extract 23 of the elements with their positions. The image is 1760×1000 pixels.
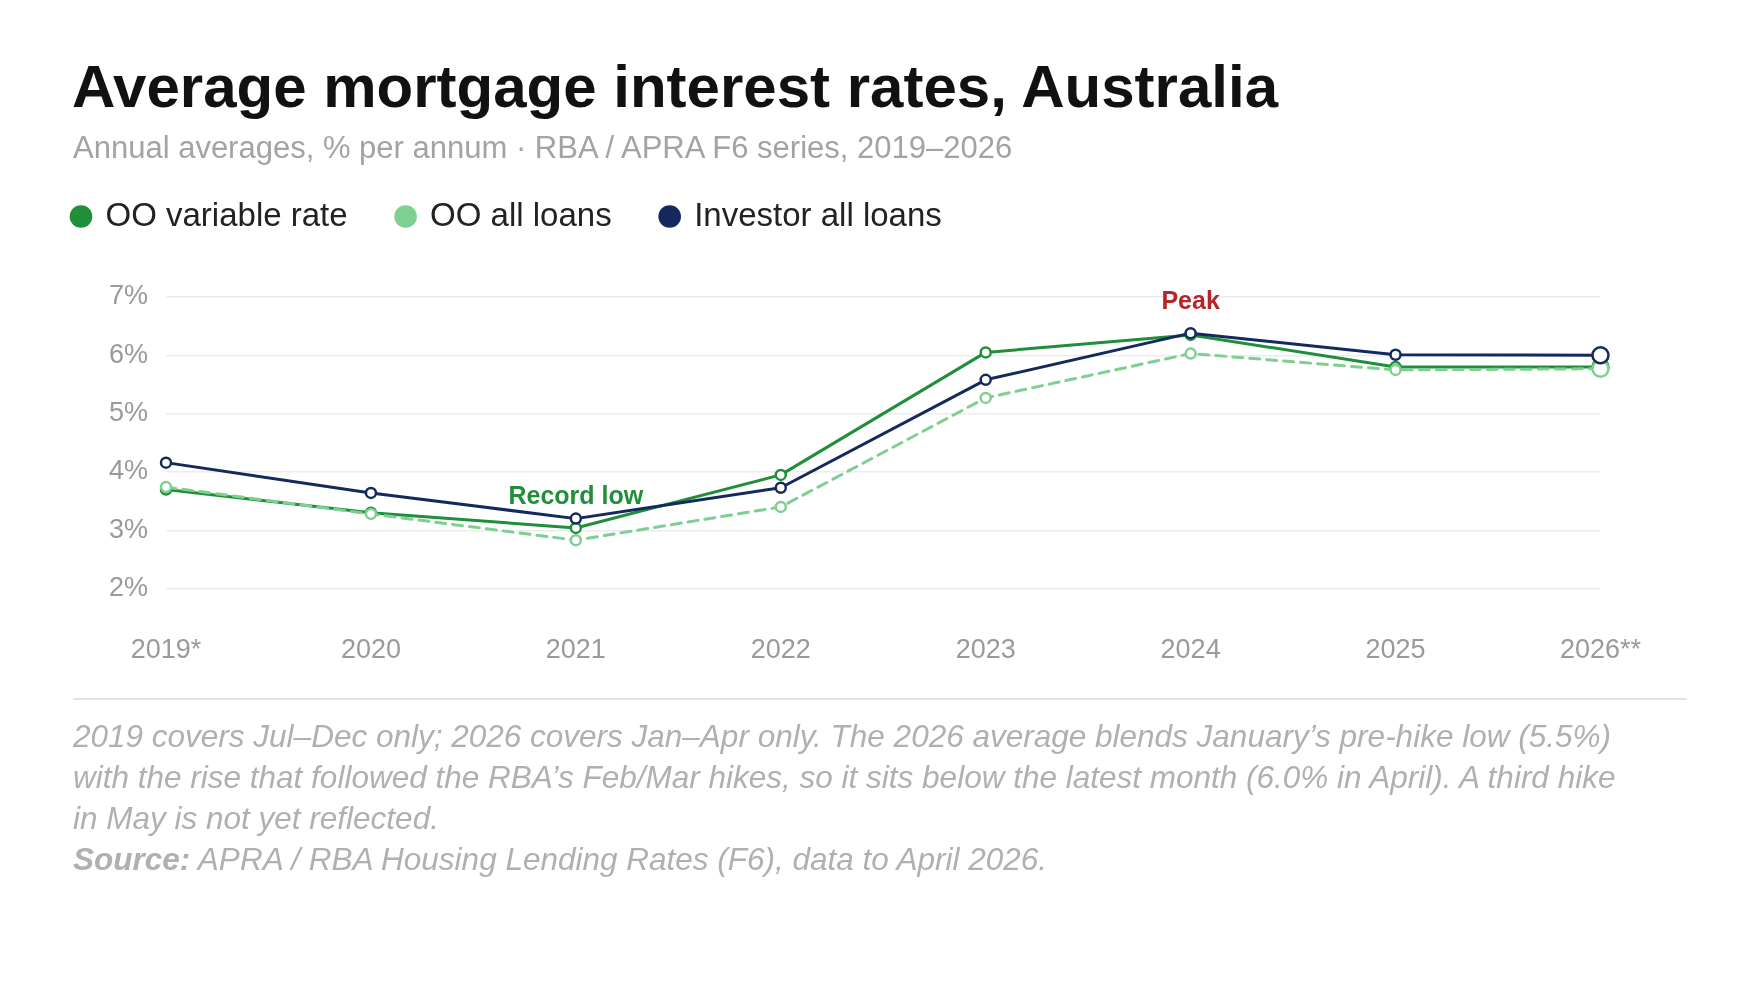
text: 2019 covers Jul–Dec only; 2026 covers Jan–Apr only. The 2026 average blends January’s pre-hike low (5.5%) with the rise that followed the RBA’s Feb/Mar hikes, so it sits below the latest month (6.0% in April). A third hike in May is not yet reflected. [73,717,1617,838]
x-tick-label: 2026** [1559,634,1642,665]
y-tick-label: 2% [108,572,148,603]
annotation: Peak [1161,286,1220,315]
x-tick-label: 2025 [1365,634,1426,665]
y-tick-label: 6% [108,338,148,369]
y-tick-label: 5% [108,397,148,428]
annotation: Record low [508,480,644,509]
chart-title: Average mortgage interest rates, Australia [72,52,1279,122]
x-tick-label: 2023 [955,634,1016,665]
x-tick-label: 2022 [750,634,811,665]
legend-label: OO variable rate [105,195,348,233]
x-tick-label: 2021 [545,634,606,665]
y-tick-label: 3% [108,513,148,544]
x-tick-label: 2024 [1160,634,1221,665]
legend-label: Investor all loans [694,195,942,233]
source-note: Source: APRA / RBA Housing Lending Rates (F6), data to April 2026. [73,840,1049,879]
x-tick-label: 2019* [130,634,202,665]
legend-label: OO all loans [430,195,612,233]
y-tick-label: 7% [108,280,148,311]
y-tick-label: 4% [108,455,148,486]
x-tick-label: 2020 [340,634,401,665]
chart-subtitle: Annual averages, % per annum · RBA / APRA F6 series, 2019–2026 [73,129,1013,167]
